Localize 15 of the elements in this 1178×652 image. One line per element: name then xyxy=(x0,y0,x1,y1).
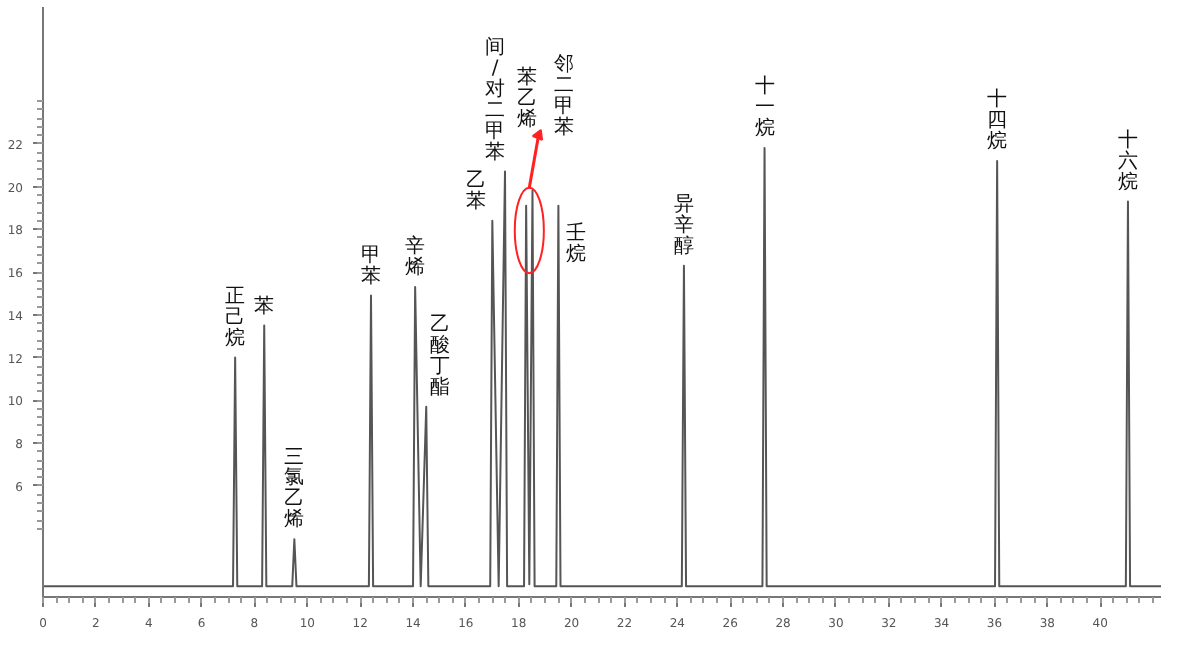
annotation: 甲苯 xyxy=(361,244,381,288)
annotation: 间/对二甲苯 xyxy=(485,35,505,164)
annotation: 苯乙烯 xyxy=(517,65,538,132)
annotation: 十四烷 xyxy=(987,87,1008,153)
annotation: 异辛醇 xyxy=(673,193,694,258)
annotation: 三氯乙烯 xyxy=(284,446,305,532)
annotation: 邻二甲苯 xyxy=(554,52,575,139)
annotation: 乙苯 xyxy=(466,169,487,213)
annotation: 十一烷 xyxy=(754,74,775,141)
annotation: 乙酸丁酯 xyxy=(430,314,451,399)
annotation: 十六烷 xyxy=(1117,127,1138,194)
annotation: 正己烷 xyxy=(225,285,246,350)
annotation: 苯 xyxy=(254,293,275,318)
annotation: 壬烷 xyxy=(566,220,587,266)
annotation: 辛烯 xyxy=(405,234,426,280)
